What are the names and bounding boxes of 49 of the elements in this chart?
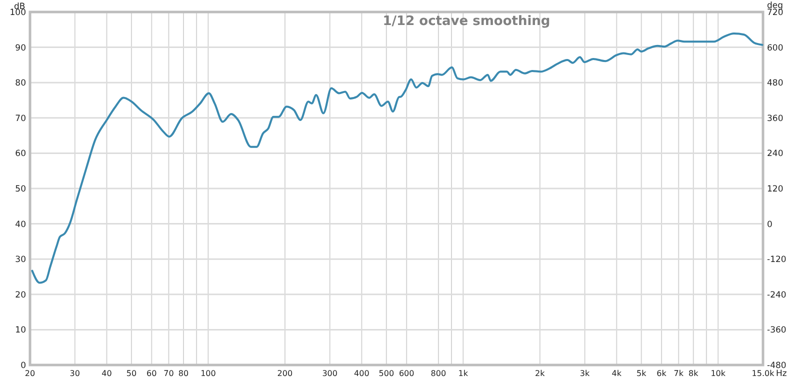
x-tick-label: 6k [656, 369, 667, 378]
y-tick-label: 0 [20, 361, 26, 371]
y2-axis-title: deg [767, 1, 784, 11]
x-tick-label: 100 [200, 369, 216, 378]
y2-tick-label: 240 [767, 149, 784, 160]
y-tick-label: 60 [15, 149, 26, 160]
x-tick-label: 200 [277, 369, 293, 378]
y-tick-label: 50 [15, 184, 26, 194]
y-tick-label: 100 [10, 8, 26, 18]
x-tick-label: 800 [430, 369, 446, 378]
chart-title: 1/12 octave smoothing [382, 14, 550, 29]
x-tick-label: 300 [322, 369, 338, 378]
x-tick-label: 15.0k [752, 369, 775, 378]
y-tick-label: 80 [15, 78, 26, 89]
x-tick-label: 5k [636, 369, 647, 378]
x-tick-label: 30 [70, 369, 80, 378]
x-tick-label: 2k [535, 369, 546, 378]
y2-tick-label: 0 [767, 220, 772, 230]
y2-tick-label: -480 [767, 361, 786, 371]
x-tick-label: 7k [674, 369, 684, 378]
y-tick-label: 70 [15, 114, 26, 124]
y2-tick-label: 720 [767, 8, 784, 18]
y2-tick-label: -240 [767, 290, 786, 300]
x-tick-label: 70 [164, 369, 174, 378]
y-tick-label: 90 [15, 43, 26, 54]
y2-tick-label: 600 [767, 43, 784, 54]
x-tick-label: 40 [102, 369, 112, 378]
y-tick-label: 10 [15, 326, 26, 336]
x-tick-label: 400 [354, 369, 370, 378]
x-tick-label: 20 [24, 369, 36, 378]
x-tick-label: 80 [178, 369, 189, 378]
y2-tick-label: -360 [767, 326, 786, 336]
x-tick-label: 3k [580, 369, 590, 378]
x-tick-label: 500 [378, 369, 394, 378]
y-tick-label: 40 [15, 220, 26, 230]
x-tick-label: 4k [612, 369, 622, 378]
x-tick-label: 50 [126, 369, 137, 378]
y2-tick-label: 120 [767, 184, 784, 194]
x-tick-label: 1k [458, 369, 468, 378]
y2-tick-label: -120 [767, 255, 786, 266]
y2-tick-label: 360 [767, 114, 784, 124]
x-axis-title: Hz [776, 369, 788, 379]
y-tick-label: 30 [15, 255, 26, 266]
x-tick-label: 10k [710, 369, 726, 378]
x-tick-label: 600 [398, 369, 414, 378]
x-tick-label: 8k [688, 369, 699, 378]
x-tick-label: 60 [146, 369, 157, 378]
y-tick-label: 20 [15, 290, 26, 300]
y2-tick-label: 480 [767, 78, 784, 89]
